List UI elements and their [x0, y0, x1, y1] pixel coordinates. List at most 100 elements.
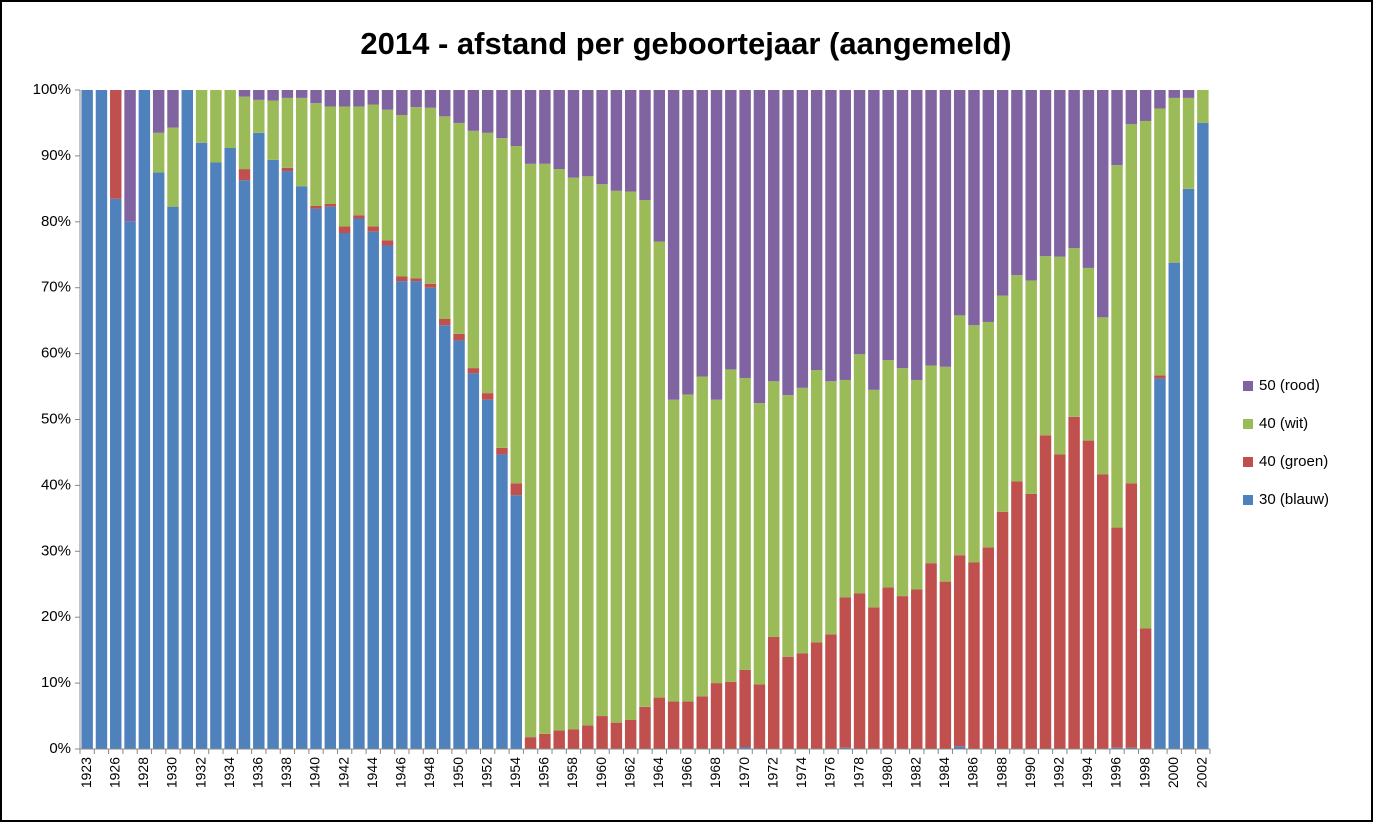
bar-segment: [539, 733, 551, 749]
bar-segment: [1197, 122, 1209, 749]
bar-segment: [582, 176, 594, 726]
x-tick-label: 1958: [564, 757, 580, 788]
bar-segment: [896, 90, 909, 369]
chart-title: 2014 - afstand per geboortejaar (aangeme…: [360, 26, 1011, 61]
bar-segment: [1068, 248, 1080, 417]
bar-segment: [353, 90, 365, 107]
bar-segment: [496, 90, 508, 139]
bar-segment: [1025, 90, 1037, 281]
bar-segment: [1154, 375, 1166, 379]
bar-segment: [1182, 188, 1195, 750]
bar-segment: [524, 90, 537, 164]
bar-segment: [567, 729, 580, 749]
x-tick-label: 1972: [764, 757, 780, 788]
bar-segment: [353, 218, 365, 749]
bar-segment: [925, 90, 937, 366]
x-tick-label: 1932: [192, 757, 208, 788]
bar-segment: [167, 206, 179, 749]
bar-segment: [653, 241, 666, 698]
x-tick-label: 1986: [965, 757, 981, 788]
legend-label: 50 (rood): [1259, 377, 1320, 394]
bar-segment: [410, 107, 422, 279]
bar-segment: [381, 90, 394, 110]
bar-segment: [839, 597, 851, 748]
y-tick-label: 40%: [41, 476, 71, 493]
bar-segment: [1197, 90, 1209, 123]
bar-segment: [753, 684, 766, 749]
bar-segment: [338, 233, 351, 750]
x-tick-label: 1934: [221, 757, 237, 788]
bar-segment: [1139, 628, 1152, 749]
bar-segment: [453, 122, 465, 334]
bar-segment: [152, 172, 165, 749]
x-tick-label: 1988: [993, 757, 1009, 788]
bar-segment: [868, 90, 880, 390]
x-tick-label: 1956: [536, 757, 552, 788]
bar-segment: [396, 90, 408, 116]
bar-segment: [410, 278, 422, 282]
x-tick-label: 1950: [450, 757, 466, 788]
bar-segment: [210, 162, 222, 750]
bar-segment: [624, 191, 637, 721]
bar-segment: [1011, 90, 1023, 276]
legend-label: 40 (wit): [1259, 415, 1308, 432]
bar-segment: [110, 198, 122, 750]
bar-segment: [338, 90, 351, 107]
bar-segment: [1068, 90, 1080, 249]
bar-segment: [682, 394, 694, 702]
bar-segment: [295, 186, 308, 750]
bar-segment: [367, 104, 379, 227]
bar-segment: [768, 636, 780, 749]
bar-segment: [853, 593, 866, 749]
bar-segment: [381, 245, 394, 750]
bar-segment: [710, 683, 723, 749]
bar-segment: [696, 376, 708, 697]
bar-segment: [1111, 90, 1123, 166]
bar-segment: [953, 555, 966, 747]
bar-segment: [1097, 90, 1109, 318]
bar-segment: [925, 365, 937, 564]
bar-segment: [839, 747, 851, 749]
bar-segment: [424, 107, 437, 284]
bar-segment: [825, 90, 837, 382]
bar-segment: [982, 547, 995, 749]
bar-segment: [610, 190, 623, 723]
bar-segment: [1154, 108, 1166, 376]
bar-segment: [1039, 435, 1052, 749]
bar-segment: [424, 283, 437, 288]
bar-segment: [782, 395, 794, 657]
legend-label: 40 (groen): [1259, 453, 1328, 470]
bar-segment: [796, 387, 809, 654]
bar-segment: [238, 90, 251, 97]
bar-segment: [610, 722, 623, 749]
bar-segment: [939, 366, 952, 582]
x-tick-label: 2000: [1165, 757, 1181, 788]
bar-segment: [1025, 493, 1037, 749]
bar-segment: [367, 231, 379, 749]
bar-segment: [725, 681, 737, 749]
bar-segment: [1011, 275, 1023, 482]
bar-segment: [1082, 440, 1095, 749]
bar-segment: [281, 97, 294, 168]
x-tick-label: 1944: [364, 757, 380, 788]
bar-segment: [1125, 747, 1138, 749]
bar-segment: [853, 354, 866, 594]
y-tick-label: 100%: [33, 81, 71, 98]
y-tick-label: 0%: [49, 740, 71, 757]
bar-segment: [396, 115, 408, 277]
legend-swatch: [1243, 381, 1253, 391]
y-tick-label: 80%: [41, 213, 71, 230]
x-tick-label: 2002: [1194, 757, 1210, 788]
bar-segment: [238, 169, 251, 181]
bar-segment: [1054, 256, 1066, 455]
bar-segment: [1139, 120, 1152, 629]
bar-segment: [110, 90, 122, 199]
y-tick-label: 90%: [41, 147, 71, 164]
y-tick-label: 10%: [41, 674, 71, 691]
bar-segment: [281, 167, 294, 172]
bar-segment: [396, 276, 408, 282]
bar-segment: [1111, 747, 1123, 749]
bar-segment: [310, 90, 322, 104]
bar-segment: [696, 696, 708, 749]
bar-segment: [410, 281, 422, 749]
